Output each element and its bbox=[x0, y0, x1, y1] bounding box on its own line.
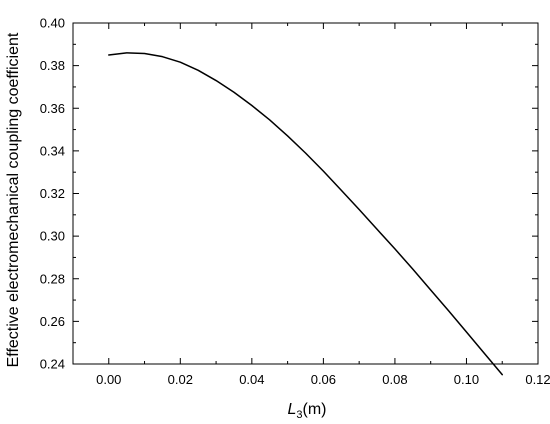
y-tick-label: 0.38 bbox=[40, 58, 65, 73]
y-tick-label: 0.40 bbox=[40, 16, 65, 31]
plot-border bbox=[72, 22, 539, 365]
y-tick-label: 0.32 bbox=[40, 186, 65, 201]
y-tick-label: 0.24 bbox=[40, 357, 65, 372]
y-tick-label: 0.28 bbox=[40, 271, 65, 286]
y-tick-label: 0.26 bbox=[40, 314, 65, 329]
x-axis-ticks: 0.00 0.02 0.04 0.06 0.08 0.10 0.12 bbox=[72, 23, 550, 387]
x-axis-title-symbol: L bbox=[287, 401, 296, 418]
x-tick-label: 0.08 bbox=[382, 372, 407, 387]
y-tick-label: 0.36 bbox=[40, 101, 65, 116]
y-tick-label: 0.30 bbox=[40, 229, 65, 244]
y-axis-ticks: 0.24 0.26 0.28 0.30 0.32 0.34 0.36 0.38 0.40 bbox=[40, 16, 538, 372]
x-tick-label: 0.00 bbox=[96, 372, 121, 387]
series-line bbox=[108, 52, 503, 376]
y-axis-title: Effective electromechanical coupling coe… bbox=[5, 32, 22, 367]
x-tick-label: 0.02 bbox=[168, 372, 193, 387]
x-tick-label: 0.04 bbox=[239, 372, 264, 387]
x-axis-title: L3(m) bbox=[287, 401, 326, 421]
x-axis-title-subscript: 3 bbox=[296, 409, 302, 421]
x-axis-title-unit: (m) bbox=[303, 401, 327, 418]
x-tick-label: 0.10 bbox=[454, 372, 479, 387]
plot-frame bbox=[72, 22, 539, 365]
x-tick-label: 0.12 bbox=[525, 372, 550, 387]
x-tick-label: 0.06 bbox=[311, 372, 336, 387]
y-tick-label: 0.34 bbox=[40, 143, 65, 158]
series-layer bbox=[108, 52, 503, 376]
